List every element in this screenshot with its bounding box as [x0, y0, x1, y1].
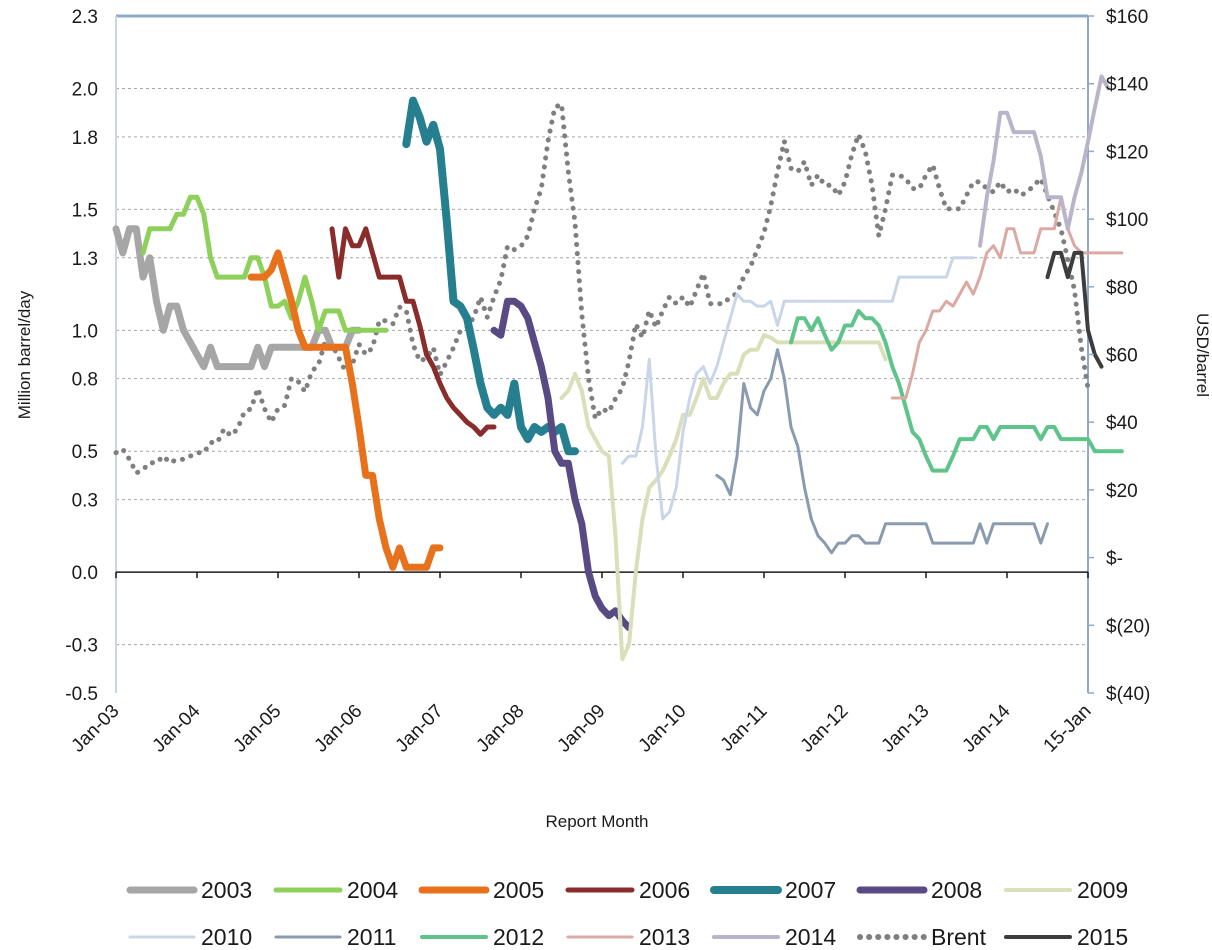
y-right-tick-label: $20 [1106, 481, 1138, 502]
y-left-tick-label: -0.3 [65, 636, 98, 657]
legend-label: 2005 [493, 877, 544, 903]
y-left-tick-label: 0.0 [72, 563, 98, 584]
legend: 2003 2004 2005 2006 2007 2008 2009 2010 2011 2012… [126, 877, 1128, 950]
y-left-axis-title: Million barrel/day [15, 290, 34, 419]
legend-label: 2006 [639, 877, 690, 903]
y-left-tick-label: 0.3 [72, 491, 98, 512]
series-line-2008 [490, 297, 633, 632]
legend-label: 2007 [785, 877, 836, 903]
y-left-tick-label: 2.3 [72, 7, 98, 28]
legend-label: 2004 [347, 877, 398, 903]
y-left-tick-label: 1.0 [72, 321, 98, 342]
legend-item-2007: 2007 [710, 877, 836, 903]
y-right-tick-label: $100 [1106, 210, 1148, 231]
y-right-tick-label: $120 [1106, 142, 1148, 163]
legend-label: 2015 [1077, 924, 1128, 950]
y-left-tick-label: 2.0 [72, 80, 98, 101]
legend-item-2012: 2012 [420, 924, 544, 950]
y-right-axis-title: USD/barrel [1193, 313, 1212, 397]
series-line-2009 [559, 333, 888, 662]
y-right-tick-label: $140 [1106, 75, 1148, 96]
series-line-2006 [329, 226, 497, 437]
y-right-tick-label: $80 [1106, 278, 1138, 299]
y-left-tick-label: 1.3 [72, 249, 98, 270]
legend-item-2011: 2011 [274, 924, 396, 950]
y-right-tick-label: $(20) [1106, 616, 1150, 637]
y-left-tick-label: 0.8 [72, 370, 98, 391]
y-left-tick-label: 0.5 [72, 442, 98, 463]
legend-item-2004: 2004 [273, 877, 398, 903]
legend-label: 2010 [201, 924, 252, 950]
legend-item-2003: 2003 [126, 877, 252, 903]
series-line-2005 [247, 249, 444, 571]
x-axis-title: Report Month [546, 812, 649, 831]
legend-item-2009: 2009 [1004, 877, 1128, 903]
legend-item-2005: 2005 [418, 877, 544, 903]
y-right-tick-label: $160 [1106, 7, 1148, 28]
series-group [112, 74, 1124, 662]
series-line-2012 [789, 309, 1124, 473]
legend-item-brent: Brent [857, 924, 987, 950]
series-line-2014 [978, 74, 1111, 248]
y-left-tick-label: 1.5 [72, 200, 98, 221]
legend-item-2010: 2010 [128, 924, 252, 950]
series-line-brent [113, 101, 1091, 476]
legend-label: 2014 [785, 924, 836, 950]
y-right-tick-label: $60 [1106, 346, 1138, 367]
legend-label: 2008 [931, 877, 982, 903]
y-left-tick-label: 1.8 [72, 128, 98, 149]
series-line-2010 [620, 256, 975, 521]
y-right-tick-label: $40 [1106, 413, 1138, 434]
y-left-tick-label: -0.5 [65, 684, 98, 705]
legend-item-2006: 2006 [565, 877, 690, 903]
legend-item-2008: 2008 [856, 877, 982, 903]
y-right-tick-label: $- [1106, 549, 1123, 570]
legend-label: 2011 [347, 924, 396, 950]
legend-item-2015: 2015 [1004, 924, 1128, 950]
legend-label: 2013 [639, 924, 690, 950]
y-right-tick-label: $(40) [1106, 684, 1150, 705]
legend-label: Brent [931, 924, 987, 950]
legend-item-2013: 2013 [566, 924, 690, 950]
series-line-2011 [715, 348, 1049, 555]
series-line-2013 [890, 195, 1124, 400]
series-line-2007 [402, 96, 579, 456]
series-line-2015 [1045, 250, 1104, 369]
legend-label: 2003 [201, 877, 252, 903]
legend-label: 2012 [493, 924, 544, 950]
legend-item-2014: 2014 [712, 924, 836, 950]
legend-label: 2009 [1077, 877, 1128, 903]
